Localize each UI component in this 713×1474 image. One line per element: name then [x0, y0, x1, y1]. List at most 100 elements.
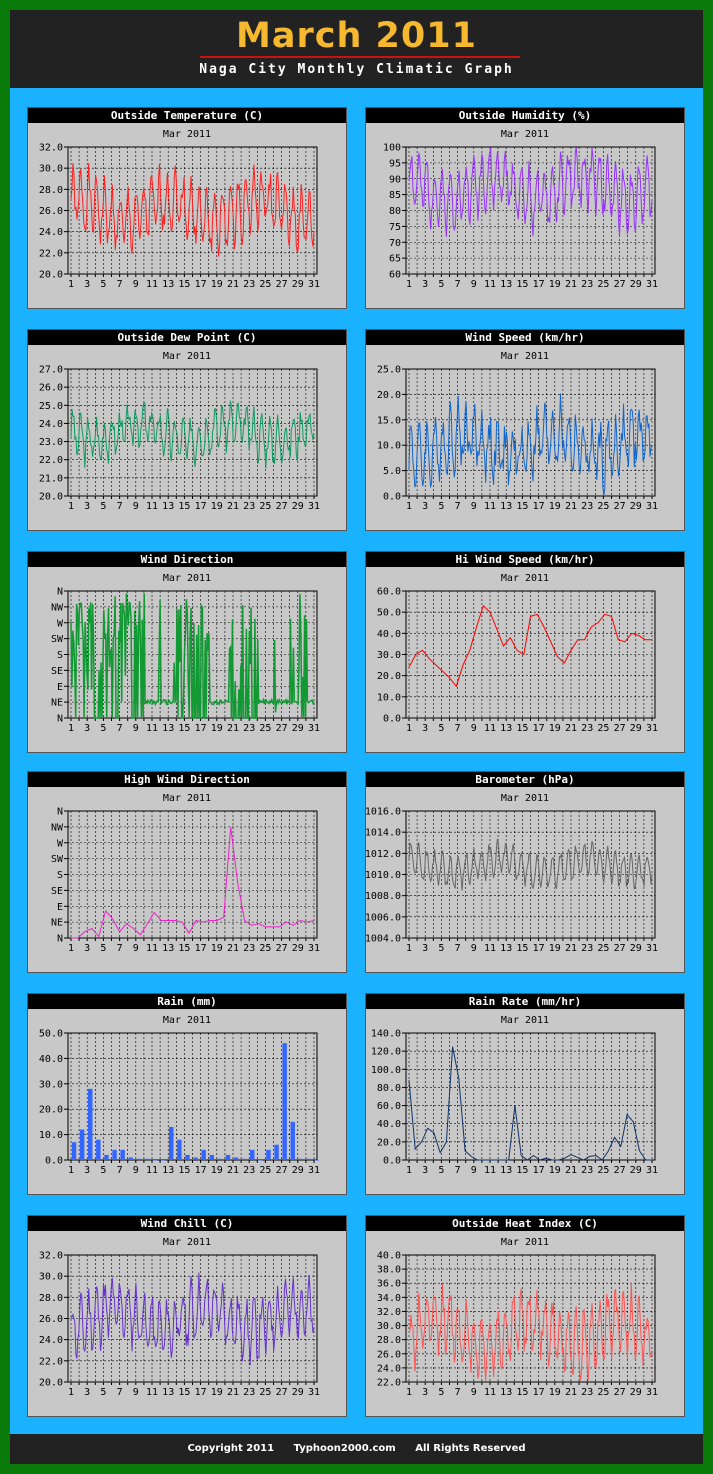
x-tick-label: 15	[516, 943, 528, 954]
y-tick-label: 20.0	[377, 1137, 401, 1148]
x-tick-label: 19	[549, 943, 561, 954]
x-tick-label: 23	[581, 723, 593, 734]
header: March 2011 Naga City Monthly Climatic Gr…	[10, 10, 703, 88]
series-line	[408, 838, 653, 891]
x-tick-label: 23	[243, 501, 255, 512]
x-tick-label: 15	[178, 279, 190, 290]
chart-title: Wind Chill (C)	[28, 1216, 346, 1231]
chart-title: Wind Direction	[28, 552, 346, 567]
x-tick-label: 17	[195, 501, 207, 512]
y-tick-label: 140.0	[371, 1029, 401, 1040]
x-tick-label: 31	[646, 501, 658, 512]
x-tick-label: 27	[614, 723, 626, 734]
x-tick-label: 29	[292, 943, 304, 954]
x-tick-label: 17	[195, 723, 207, 734]
y-tick-label: E	[57, 902, 63, 913]
x-tick-label: 21	[565, 501, 577, 512]
y-tick-label: 50.0	[39, 1029, 63, 1040]
x-tick-label: 17	[533, 501, 545, 512]
x-tick-label: 17	[533, 943, 545, 954]
bar	[177, 1139, 182, 1160]
y-tick-label: 0.0	[383, 492, 401, 503]
y-tick-label: 75	[389, 222, 401, 233]
y-tick-label: 30.0	[39, 1079, 63, 1090]
x-tick-label: 7	[117, 501, 123, 512]
x-tick-label: 21	[565, 943, 577, 954]
x-tick-label: 9	[471, 1165, 477, 1176]
bar	[233, 1157, 239, 1160]
x-tick-label: 21	[227, 723, 239, 734]
x-tick-label: 29	[292, 501, 304, 512]
y-tick-label: S	[57, 870, 63, 881]
y-tick-label: 26.0	[377, 1349, 401, 1360]
x-tick-label: 19	[549, 279, 561, 290]
x-tick-label: 21	[565, 1165, 577, 1176]
y-tick-label: 65	[389, 254, 401, 265]
chart-title: Outside Humidity (%)	[366, 108, 684, 123]
x-tick-label: 27	[614, 1165, 626, 1176]
chart-period: Mar 2011	[501, 573, 549, 584]
x-tick-label: 7	[455, 1387, 461, 1398]
x-tick-label: 27	[614, 1387, 626, 1398]
x-tick-label: 27	[276, 1165, 288, 1176]
bar	[241, 1158, 247, 1160]
x-tick-label: 11	[484, 501, 496, 512]
x-tick-label: 9	[133, 1165, 139, 1176]
y-tick-label: 26.0	[39, 206, 63, 217]
x-tick-label: 17	[195, 943, 207, 954]
y-tick-label: 20.0	[39, 1105, 63, 1116]
y-tick-label: 25.0	[39, 401, 63, 412]
x-tick-label: 11	[484, 279, 496, 290]
x-tick-label: 31	[308, 723, 320, 734]
page-frame: March 2011 Naga City Monthly Climatic Gr…	[10, 10, 703, 1464]
x-tick-label: 9	[133, 1387, 139, 1398]
bar	[225, 1154, 231, 1160]
bar	[88, 1088, 93, 1160]
x-tick-label: 29	[630, 943, 642, 954]
x-tick-label: 29	[292, 1165, 304, 1176]
x-tick-label: 9	[133, 723, 139, 734]
x-tick-label: 5	[438, 943, 444, 954]
y-tick-label: 80	[389, 206, 401, 217]
x-tick-label: 23	[243, 1165, 255, 1176]
chart-panel: Hi Wind Speed (km/hr) Mar 2011 0.0 10.0 20.0…	[365, 551, 685, 753]
x-tick-label: 25	[259, 279, 271, 290]
chart-svg: Mar 2011 22.0 24.0 26.0 28.0 30.0 32.0 34.0 36.0…	[377, 1237, 658, 1398]
x-tick-label: 5	[438, 723, 444, 734]
y-tick-label: W	[57, 838, 64, 849]
x-tick-label: 19	[211, 943, 223, 954]
y-tick-label: 15.0	[377, 415, 401, 426]
x-tick-label: 1	[68, 501, 74, 512]
chart-panel: Outside Heat Index (C) Mar 2011 22.0 24.0 26…	[365, 1215, 685, 1417]
x-tick-label: 3	[84, 279, 90, 290]
x-tick-label: 11	[146, 1387, 158, 1398]
x-tick-label: 5	[438, 279, 444, 290]
x-tick-label: 11	[146, 723, 158, 734]
bar	[298, 1158, 304, 1160]
x-tick-label: 1	[68, 1165, 74, 1176]
y-tick-label: 120.0	[371, 1047, 401, 1058]
y-tick-label: 20.0	[377, 671, 401, 682]
x-tick-label: 1	[406, 279, 412, 290]
chart-period: Mar 2011	[501, 1015, 549, 1026]
page-subtitle: Naga City Monthly Climatic Graph	[199, 62, 514, 77]
x-tick-label: 1	[68, 723, 74, 734]
x-tick-label: 3	[84, 943, 90, 954]
y-tick-label: 0.0	[45, 1156, 63, 1167]
x-tick-label: 1	[406, 501, 412, 512]
x-tick-label: 25	[259, 943, 271, 954]
x-tick-label: 7	[117, 1165, 123, 1176]
x-tick-label: 5	[438, 501, 444, 512]
bar	[193, 1157, 198, 1160]
x-tick-label: 3	[84, 1165, 90, 1176]
x-tick-label: 13	[500, 723, 512, 734]
y-tick-label: 22.0	[39, 248, 63, 259]
x-tick-label: 23	[243, 279, 255, 290]
x-tick-label: 15	[516, 501, 528, 512]
x-tick-label: 13	[162, 1387, 174, 1398]
x-tick-label: 11	[484, 943, 496, 954]
